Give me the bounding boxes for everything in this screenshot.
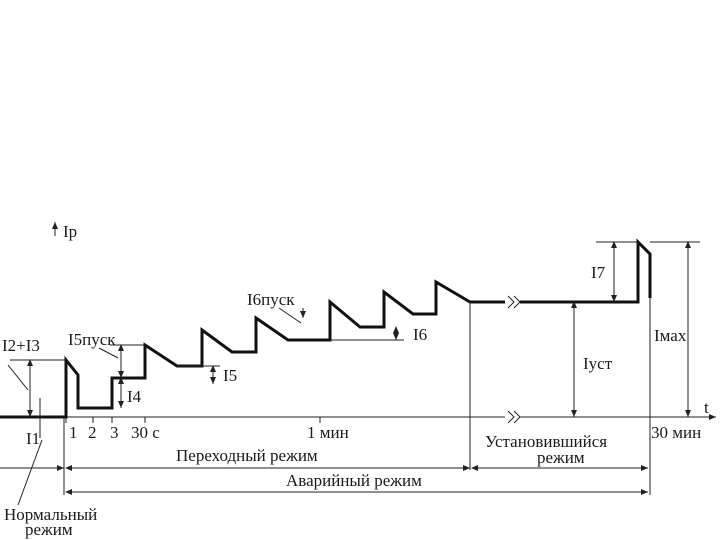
i6-start-dimension: I6пуск [247, 290, 306, 324]
mode-steady-label-1: Установившийся [485, 432, 607, 451]
current-curve [0, 279, 505, 419]
current-curve-steady [520, 238, 652, 304]
iust-label: Iуст [583, 354, 613, 373]
i7-dimension: I7 [591, 241, 640, 302]
x-axis: t [0, 398, 716, 424]
i5-label: I5 [223, 366, 237, 385]
i6-label: I6 [413, 325, 427, 344]
i2i3-dimension: I2+I3 [2, 336, 66, 417]
i5-start-label: I5пуск [68, 330, 116, 349]
mode-transient-label: Переходный режим [176, 446, 318, 465]
x-tick-labels: 1 2 3 30 с 1 мин 30 мин [69, 423, 701, 442]
tick-1: 1 [69, 423, 78, 442]
tick-30s: 30 с [131, 423, 160, 442]
x-axis-label: t [704, 398, 709, 417]
mode-transient: Переходный режим [0, 446, 470, 471]
mode-steady: Установившийся режим [471, 432, 648, 471]
y-axis-label: Iр [63, 222, 77, 241]
mode-normal: Нормальный режим [4, 439, 97, 539]
tick-30min: 30 мин [651, 423, 701, 442]
tick-3: 3 [110, 423, 119, 442]
i5-dimension: I5 [177, 365, 237, 385]
i1-label: I1 [26, 429, 40, 448]
x-ticks [63, 298, 651, 495]
i7-label: I7 [591, 263, 606, 282]
i5-start-dimension: I5пуск [68, 330, 145, 378]
imax-label: Iмах [654, 326, 687, 345]
y-axis: Iр [52, 222, 77, 241]
i4-label: I4 [127, 387, 142, 406]
mode-emergency: Аварийный режим [65, 471, 648, 495]
mode-normal-label-2: режим [25, 520, 73, 539]
i1-dimension: I1 [26, 398, 41, 448]
i4-dimension: I4 [118, 377, 142, 408]
imax-dimension: Iмах [650, 241, 700, 417]
i6-start-label: I6пуск [247, 290, 295, 309]
i2i3-label: I2+I3 [2, 336, 40, 355]
i6-dimension: I6 [330, 325, 427, 344]
mode-normal-label-1: Нормальный [4, 505, 97, 524]
mode-steady-label-2: режим [537, 448, 585, 467]
iust-dimension: Iуст [571, 301, 613, 417]
tick-2: 2 [88, 423, 97, 442]
tick-1min: 1 мин [307, 423, 349, 442]
mode-emergency-label: Аварийный режим [286, 471, 422, 490]
